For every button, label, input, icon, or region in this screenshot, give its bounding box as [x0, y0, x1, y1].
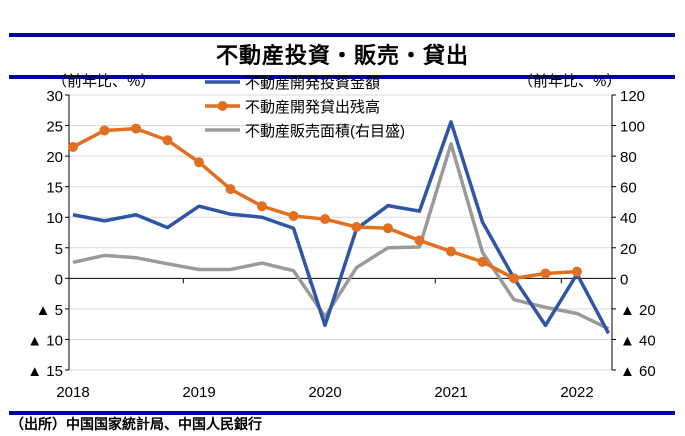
right-tick-label: 60	[620, 180, 637, 197]
legend-label: 不動産開発貸出残高	[245, 99, 380, 116]
source-note: （出所）中国国家統計局、中国人民銀行	[10, 416, 262, 432]
right-tick-label: 80	[620, 149, 637, 166]
left-tick-label: 15	[46, 180, 63, 197]
left-axis-label: （前年比、%）	[52, 73, 155, 90]
x-tick-label: 2018	[56, 384, 89, 401]
title-top-rule	[9, 33, 675, 37]
data-point	[572, 266, 582, 277]
data-point	[509, 273, 519, 284]
x-tick-label: 2019	[182, 384, 215, 401]
data-point	[257, 201, 267, 212]
right-tick-label: 40	[620, 210, 637, 227]
left-tick-label: 30	[46, 88, 63, 105]
left-tick-label: 25	[46, 119, 63, 136]
data-point	[446, 246, 456, 257]
x-tick-label: 2021	[434, 384, 467, 401]
data-point	[540, 268, 551, 279]
right-tick-label: 20	[620, 241, 637, 258]
left-tick-label: ▲ 5	[36, 302, 63, 319]
x-tick-label: 2020	[308, 384, 341, 401]
right-tick-label: ▲ 20	[620, 302, 656, 319]
left-tick-label: 0	[55, 271, 63, 288]
left-tick-label: 20	[46, 149, 63, 166]
data-point	[320, 214, 330, 225]
right-tick-label: 120	[620, 88, 645, 105]
data-point	[351, 222, 362, 232]
chart-title: 不動産投資・販売・貸出	[215, 43, 469, 68]
series-line-0	[72, 120, 611, 335]
data-point	[288, 211, 299, 221]
data-point	[383, 223, 393, 234]
right-tick-label: ▲ 40	[620, 332, 656, 349]
left-tick-label: 10	[46, 210, 63, 227]
left-tick-label: 5	[55, 241, 63, 258]
data-point	[99, 125, 110, 136]
data-point	[68, 141, 78, 152]
data-point	[477, 256, 488, 267]
x-tick-label: 2022	[560, 384, 593, 401]
right-axis-label: （前年比、%）	[518, 73, 621, 90]
left-tick-label: ▲ 15	[27, 363, 63, 380]
legend-label: 不動産開発投資金額	[245, 75, 380, 92]
right-tick-label: ▲ 60	[620, 363, 656, 380]
right-tick-label: 100	[620, 119, 645, 136]
series-line-2	[72, 142, 610, 331]
data-point	[225, 184, 236, 195]
data-point	[414, 235, 425, 246]
data-point	[194, 157, 204, 168]
data-point	[162, 135, 173, 146]
legend-marker	[217, 101, 228, 111]
right-tick-label: 0	[620, 271, 628, 288]
title-bottom-rule	[9, 75, 675, 79]
legend-label: 不動産販売面積(右目盛)	[245, 123, 405, 140]
footer-rule	[9, 411, 675, 415]
left-tick-label: ▲ 10	[27, 332, 63, 349]
data-point	[131, 123, 141, 134]
